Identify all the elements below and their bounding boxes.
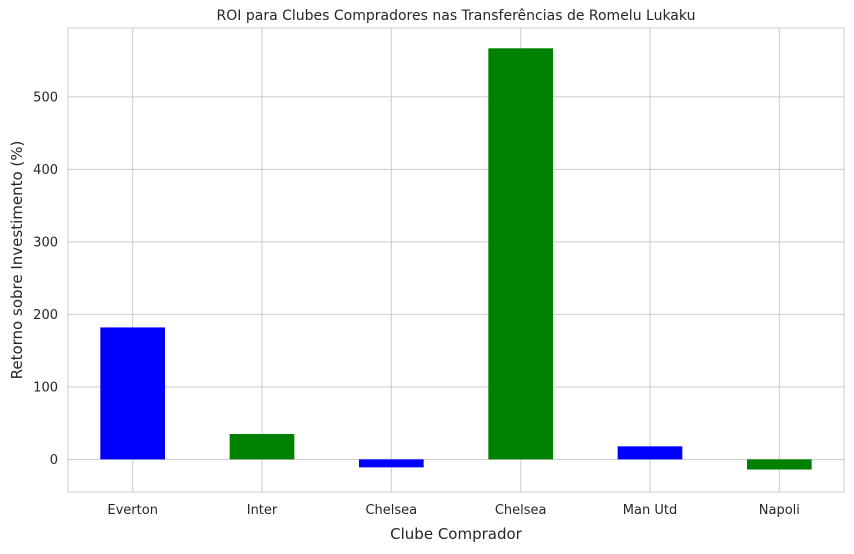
bar-everton: [100, 327, 165, 460]
grid-lines: [68, 28, 844, 492]
bar-man-utd: [617, 446, 683, 460]
x-tick-label: Napoli: [759, 503, 800, 518]
x-axis-label: Clube Comprador: [390, 525, 523, 543]
y-tick-label: 0: [50, 453, 58, 468]
plot-frame: [67, 27, 845, 493]
bar-chelsea: [488, 48, 553, 460]
x-tick-label: Man Utd: [623, 503, 677, 518]
x-tick-label: Inter: [247, 503, 278, 518]
y-tick-label: 100: [33, 380, 58, 395]
bar-napoli: [747, 459, 812, 470]
y-tick-label: 500: [33, 90, 58, 105]
x-tick-label: Chelsea: [365, 503, 417, 518]
x-tick-label: Everton: [107, 503, 158, 518]
y-tick-label: 200: [33, 308, 58, 323]
x-tick-label: Chelsea: [495, 503, 547, 518]
x-tick-labels: Everton Inter Chelsea Chelsea Man Utd Napoli: [107, 503, 800, 518]
chart-title: ROI para Clubes Compradores nas Transfer…: [217, 8, 696, 24]
y-tick-labels: 0 100 200 300 400 500: [33, 90, 58, 468]
y-axis-label: Retorno sobre Investimento (%): [8, 141, 26, 380]
bars: [100, 48, 812, 470]
bar-inter: [229, 434, 295, 460]
y-tick-label: 300: [33, 235, 58, 250]
bar-chelsea: [359, 459, 424, 468]
y-tick-label: 400: [33, 163, 58, 178]
